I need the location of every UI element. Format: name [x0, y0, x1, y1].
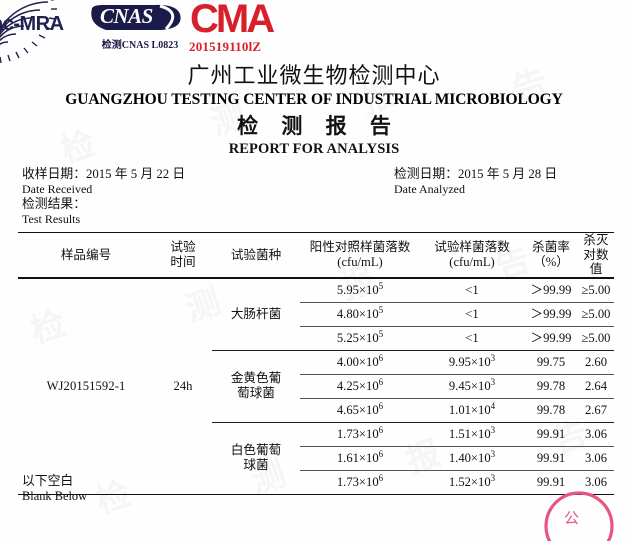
- cell-kill-rate: 99.91: [524, 422, 578, 447]
- svg-text:ilac-MRA: ilac-MRA: [0, 13, 64, 35]
- col-header-test-time: 试验 时间: [170, 240, 196, 269]
- table-row: 1.61×106 1.40×103 99.91 3.06: [18, 446, 614, 471]
- cell-log-reduction: ≥5.00: [578, 326, 614, 351]
- cell-sample-count: 1.51×103: [420, 422, 524, 447]
- document-title-cn: 检 测 报 告: [237, 114, 400, 138]
- table-row: WJ20151592-1 24h 大肠杆菌 5.95×105 <1 ＞99.99…: [18, 277, 614, 393]
- document-title-en: REPORT FOR ANALYSIS: [228, 141, 400, 157]
- cell-sample-count: 1.52×103: [448, 472, 496, 489]
- cell-species-ecoli: 大肠杆菌: [212, 277, 300, 351]
- table-row: 金黄色葡 萄球菌 4.00×106 9.95×103 99.75 2.60: [18, 350, 614, 423]
- date-analyzed-en: Date Analyzed: [394, 182, 465, 196]
- cell-log-reduction: 3.06: [578, 422, 614, 447]
- cell-control-count: 1.61×106: [300, 446, 420, 471]
- cell-control-count: 4.80×105: [300, 302, 420, 327]
- cell-control-count: 4.65×106: [300, 398, 420, 423]
- report-metadata: 收样日期：2015 年 5 月 22 日 检测日期：2015 年 5 月 28 …: [22, 167, 612, 227]
- date-received-en: Date Received: [22, 182, 93, 196]
- test-results-label-en: Test Results: [22, 212, 81, 226]
- cell-sample-count: 9.95×103: [420, 350, 524, 375]
- svg-text:公: 公: [564, 511, 579, 527]
- cell-kill-rate: ＞99.99: [524, 302, 578, 327]
- cma-certificate-number: 201519110lZ: [189, 39, 262, 54]
- cell-control-count: 5.95×105: [300, 277, 420, 303]
- cell-kill-rate: 99.91: [536, 474, 566, 489]
- cell-species-s-aureus: 金黄色葡 萄球菌: [212, 350, 300, 423]
- table-row: 1.73×106 1.52×103 99.91 3.06: [18, 470, 614, 494]
- cell-kill-rate: 99.75: [524, 350, 578, 375]
- organization-name-cn: 广州工业微生物检测中心: [187, 63, 441, 88]
- cell-log-reduction: ≥5.00: [578, 277, 614, 303]
- official-stamp-icon: 公: [542, 489, 616, 541]
- cell-log-reduction: 3.06: [578, 446, 614, 471]
- cell-kill-rate: ＞99.99: [524, 277, 578, 303]
- table-row: 4.65×106 1.01×104 99.78 2.67: [18, 398, 614, 423]
- cell-sample-count: <1: [420, 326, 524, 351]
- blank-below-en: Blank Below: [22, 488, 88, 503]
- table-row: 白色葡萄 球菌 1.73×106 1.51×103 99.91 3.06: [18, 422, 614, 472]
- ilac-mra-logo-icon: ilac-MRA: [0, 0, 76, 66]
- cnas-wordmark: CNAS: [100, 4, 153, 28]
- cell-kill-rate: 99.78: [524, 398, 578, 423]
- col-header-sample-id: 样品编号: [60, 247, 112, 262]
- cell-control-count: 1.73×106: [300, 422, 420, 447]
- table-row: 4.80×105 <1 ＞99.99 ≥5.00: [18, 302, 614, 327]
- cell-kill-rate: 99.78: [524, 374, 578, 399]
- col-header-test-strain: 试验菌种: [230, 247, 282, 262]
- date-received-cn: 收样日期：2015 年 5 月 22 日: [22, 167, 186, 181]
- results-table-container: 样品编号 试验 时间 试验菌种 阳性对照样菌落数 (cfu/mL) 试验样菌落数: [18, 232, 614, 495]
- results-table-body: WJ20151592-1 24h 大肠杆菌 5.95×105 <1 ＞99.99…: [18, 277, 614, 494]
- col-header-log-reduction: 杀灭 对数值: [583, 233, 609, 276]
- cell-test-time: 24h: [173, 378, 193, 393]
- cell-log-reduction: 2.64: [578, 374, 614, 399]
- results-table: 样品编号 试验 时间 试验菌种 阳性对照样菌落数 (cfu/mL) 试验样菌落数: [18, 232, 614, 495]
- col-header-control-count: 阳性对照样菌落数 (cfu/mL): [309, 240, 411, 269]
- test-results-label-cn: 检测结果：: [22, 197, 86, 211]
- col-header-kill-rate: 杀菌率 （%）: [532, 240, 570, 269]
- cell-control-count: 4.25×106: [300, 374, 420, 399]
- cell-kill-rate: ＞99.99: [524, 326, 578, 351]
- cell-kill-rate: 99.91: [524, 446, 578, 471]
- cell-log-reduction: 2.67: [578, 398, 614, 423]
- cell-sample-count: 1.01×104: [420, 398, 524, 423]
- accreditation-logos: ilac-MRA CNAS 检测CNAS L0823 CMA 201519110…: [0, 0, 628, 64]
- cnas-accreditation-number: 检测CNAS L0823: [101, 40, 179, 51]
- report-footer: 以下空白 Blank Below: [22, 474, 87, 503]
- blank-below-cn: 以下空白: [22, 474, 74, 488]
- organization-name-en: GUANGZHOU TESTING CENTER OF INDUSTRIAL M…: [65, 91, 563, 108]
- table-header-row: 样品编号 试验 时间 试验菌种 阳性对照样菌落数 (cfu/mL) 试验样菌落数: [18, 232, 614, 278]
- cell-control-count: 1.73×106: [336, 472, 384, 489]
- cell-log-reduction: 2.60: [578, 350, 614, 375]
- cell-control-count: 4.00×106: [300, 350, 420, 375]
- cell-log-reduction: ≥5.00: [578, 302, 614, 327]
- cma-logo-icon: CMA 201519110lZ: [188, 0, 303, 55]
- cma-wordmark: CMA: [190, 0, 275, 41]
- cell-sample-count: <1: [420, 277, 524, 303]
- date-analyzed-cn: 检测日期：2015 年 5 月 28 日: [394, 167, 558, 181]
- table-row: 5.25×105 <1 ＞99.99 ≥5.00: [18, 326, 614, 351]
- cell-sample-count: 1.40×103: [420, 446, 524, 471]
- cell-species-s-albus: 白色葡萄 球菌: [230, 443, 282, 472]
- cell-sample-count: 9.45×103: [420, 374, 524, 399]
- cell-log-reduction: 3.06: [584, 474, 608, 489]
- results-table-head: 样品编号 试验 时间 试验菌种 阳性对照样菌落数 (cfu/mL) 试验样菌落数: [18, 232, 614, 278]
- report-header: 广州工业微生物检测中心 GUANGZHOU TESTING CENTER OF …: [0, 62, 628, 158]
- cnas-logo-icon: CNAS 检测CNAS L0823: [88, 2, 188, 54]
- cell-sample-count: <1: [420, 302, 524, 327]
- cell-control-count: 5.25×105: [300, 326, 420, 351]
- cell-sample-id: WJ20151592-1: [46, 378, 126, 393]
- col-header-sample-count: 试验样菌落数 (cfu/mL): [434, 240, 510, 269]
- table-row: 4.25×106 9.45×103 99.78 2.64: [18, 374, 614, 399]
